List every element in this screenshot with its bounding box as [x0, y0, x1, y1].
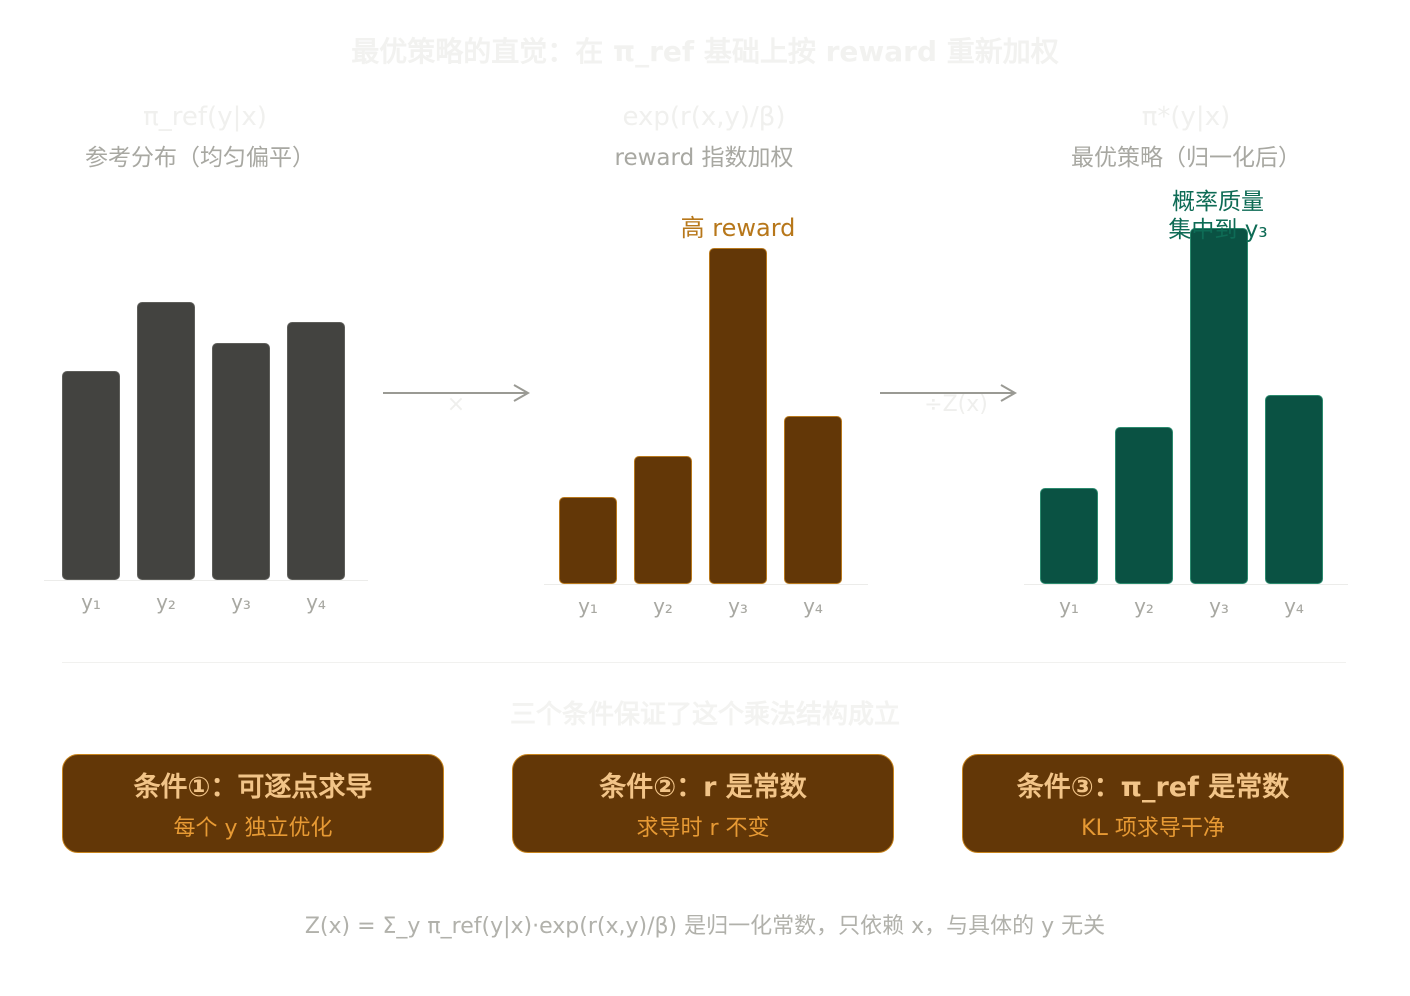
panel-2-baseline: [544, 584, 868, 585]
condition-1-desc: 每个 y 独立优化: [173, 816, 333, 841]
panel-1-bar-1: [62, 371, 120, 580]
panel-1-tick-label-3: y₃: [231, 590, 251, 614]
panel-3-bar-2: [1115, 427, 1173, 584]
panel-3-bar-4: [1265, 395, 1323, 584]
mass-annotation-line-1: 概率质量: [1172, 189, 1264, 215]
panel-1-bar-2: [137, 302, 195, 580]
multiply-arrow-icon: [383, 384, 531, 402]
panel-3-tick-label-1: y₁: [1059, 594, 1079, 618]
normalize-arrow-icon: [880, 384, 1018, 402]
panel-2-tick-label-1: y₁: [578, 594, 598, 618]
panel-3-bar-3: [1190, 228, 1248, 584]
normalizer-footnote: Z(x) = Σ_y π_ref(y|x)·exp(r(x,y)/β) 是归一化…: [304, 914, 1106, 939]
panel-1-label: 参考分布（均匀偏平）: [85, 145, 315, 171]
panel-1-formula: π_ref(y|x): [143, 102, 267, 132]
panel-3-tick-label-4: y₄: [1284, 594, 1304, 618]
page-title: 最优策略的直觉：在 π_ref 基础上按 reward 重新加权: [351, 35, 1059, 68]
condition-1-title: 条件①：可逐点求导: [133, 772, 373, 803]
panel-3-formula: π*(y|x): [1141, 102, 1231, 132]
condition-card-3: 条件③：π_ref 是常数 KL 项求导干净: [962, 754, 1344, 853]
condition-3-title: 条件③：π_ref 是常数: [1016, 772, 1290, 803]
conditions-heading: 三个条件保证了这个乘法结构成立: [509, 700, 900, 730]
panel-3-baseline: [1024, 584, 1348, 585]
panel-2-label: reward 指数加权: [614, 145, 794, 171]
panel-3-label: 最优策略（归一化后）: [1071, 145, 1301, 171]
mass-concentration-annotation: 概率质量 集中到 y₃: [1118, 188, 1318, 244]
panel-2-tick-label-3: y₃: [728, 594, 748, 618]
panel-1-tick-label-2: y₂: [156, 590, 176, 614]
multiply-operator: ×: [446, 392, 466, 417]
panel-1-tick-label-1: y₁: [81, 590, 101, 614]
panel-2-bar-1: [559, 497, 617, 584]
panel-1-baseline: [44, 580, 368, 581]
mass-annotation-line-2: 集中到 y₃: [1168, 217, 1268, 243]
condition-3-desc: KL 项求导干净: [1081, 816, 1225, 841]
normalize-operator: ÷Z(x): [924, 392, 988, 417]
panel-2-bar-2: [634, 456, 692, 584]
panel-2-bar-4: [784, 416, 842, 584]
panel-3-tick-label-3: y₃: [1209, 594, 1229, 618]
condition-2-title: 条件②：r 是常数: [599, 772, 807, 803]
section-divider: [62, 662, 1346, 663]
panel-3-tick-label-2: y₂: [1134, 594, 1154, 618]
panel-2-bar-3: [709, 248, 767, 584]
panel-2-tick-label-4: y₄: [803, 594, 823, 618]
panel-1-bar-4: [287, 322, 345, 580]
condition-card-2: 条件②：r 是常数 求导时 r 不变: [512, 754, 894, 853]
condition-2-desc: 求导时 r 不变: [636, 816, 770, 841]
panel-1-bar-3: [212, 343, 270, 580]
panel-2-formula: exp(r(x,y)/β): [622, 102, 786, 132]
panel-2-tick-label-2: y₂: [653, 594, 673, 618]
condition-card-1: 条件①：可逐点求导 每个 y 独立优化: [62, 754, 444, 853]
panel-1-tick-label-4: y₄: [306, 590, 326, 614]
high-reward-annotation: 高 reward: [680, 214, 796, 242]
panel-3-bar-1: [1040, 488, 1098, 584]
